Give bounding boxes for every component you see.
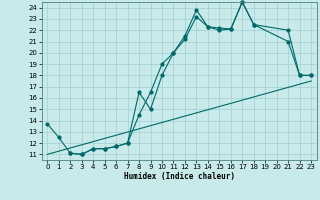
X-axis label: Humidex (Indice chaleur): Humidex (Indice chaleur) [124,172,235,181]
